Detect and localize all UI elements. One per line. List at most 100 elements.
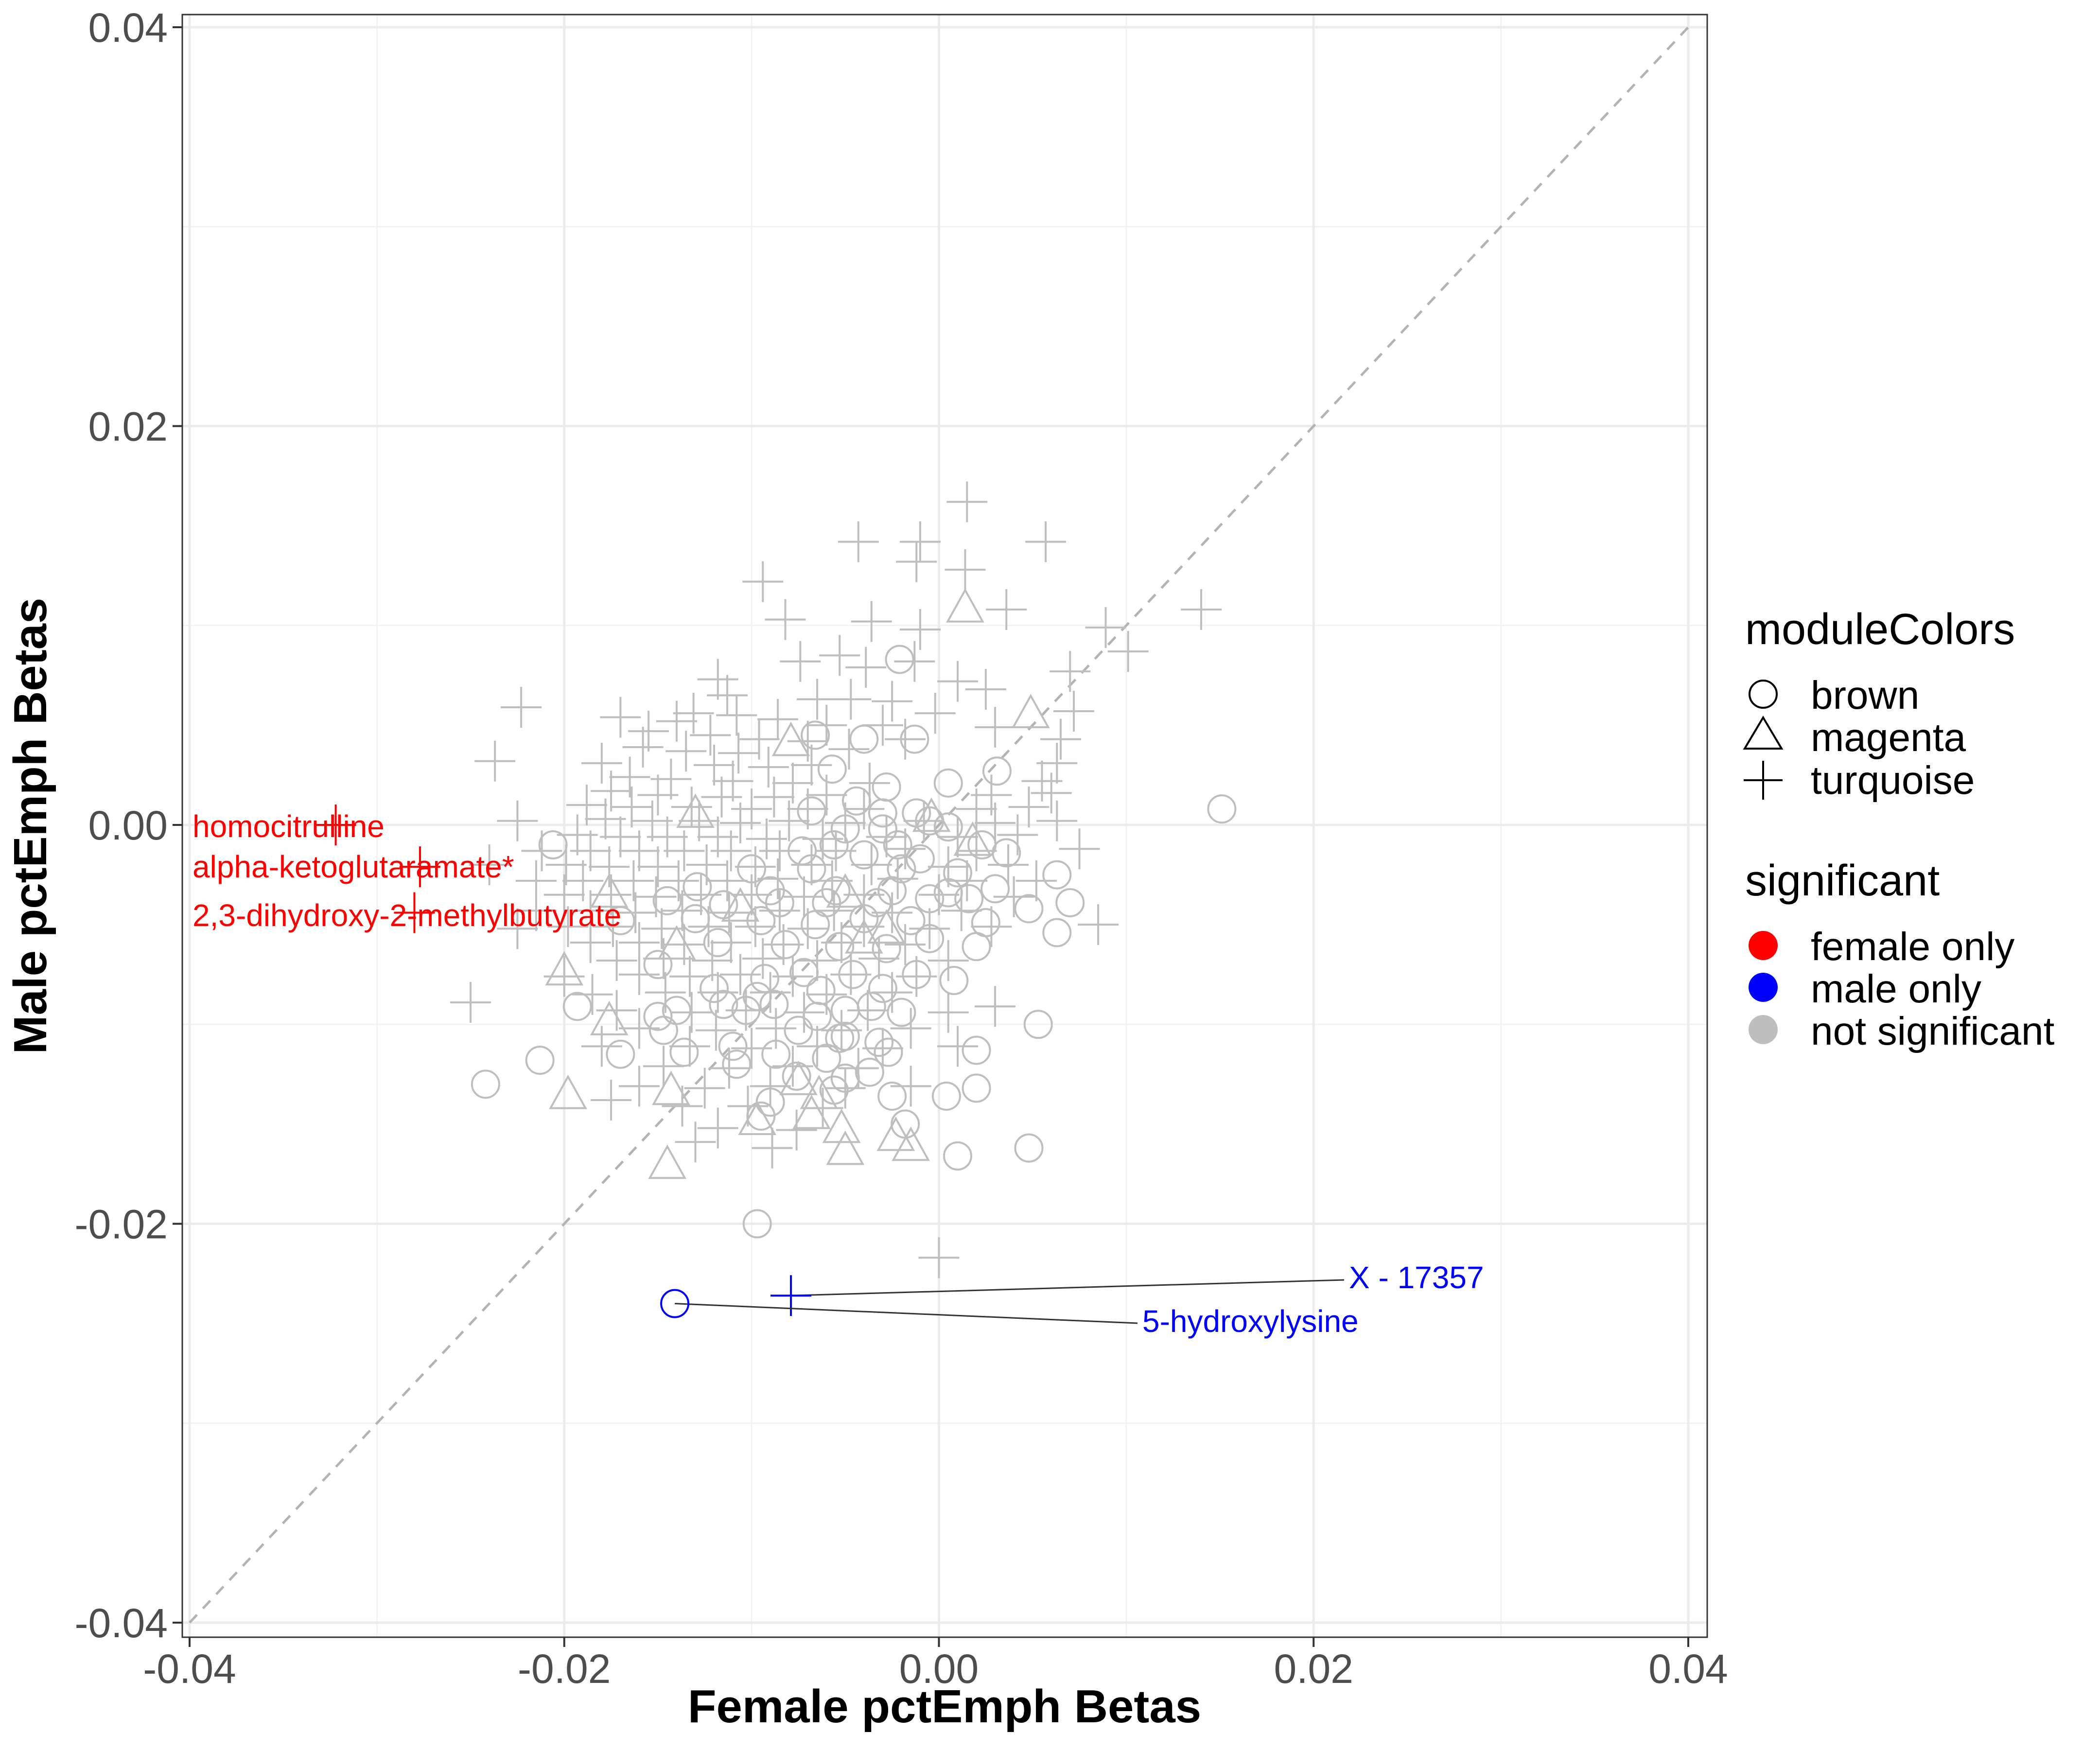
x-tick-label: 0.00 xyxy=(899,1646,979,1692)
point-brown xyxy=(525,1046,555,1075)
point-brown xyxy=(1014,1133,1044,1163)
point-turquoise xyxy=(675,1121,716,1163)
point-turquoise xyxy=(759,890,800,931)
point-turquoise xyxy=(669,956,710,997)
point-brown xyxy=(900,724,929,754)
y-tick-label: 0.02 xyxy=(88,404,168,450)
point-turquoise xyxy=(720,954,761,995)
point-brown xyxy=(905,844,935,874)
point-magenta xyxy=(779,1061,818,1095)
point-labeled-turquoise xyxy=(400,846,441,888)
point-turquoise xyxy=(738,718,780,760)
point-brown xyxy=(784,1015,813,1045)
point-labeled-brown xyxy=(660,1289,690,1318)
x-tick-label: -0.04 xyxy=(143,1646,236,1692)
point-turquoise xyxy=(772,956,813,997)
point-brown xyxy=(849,904,879,933)
point-turquoise xyxy=(637,846,679,888)
point-turquoise xyxy=(806,974,847,1015)
point-turquoise xyxy=(1040,718,1081,760)
legend-item-male-only: male only xyxy=(1749,967,1981,1011)
legend-dot-icon xyxy=(1749,931,1778,960)
x-tick-label: -0.02 xyxy=(518,1646,611,1692)
point-turquoise xyxy=(637,774,679,816)
point-turquoise xyxy=(600,697,641,738)
point-turquoise xyxy=(885,718,926,760)
point-brown xyxy=(788,836,817,866)
point-turquoise xyxy=(862,1028,903,1069)
point-brown xyxy=(643,1001,673,1031)
point-turquoise xyxy=(673,693,714,734)
point-brown xyxy=(1207,794,1237,824)
y-tick-label: 0.00 xyxy=(88,803,168,848)
point-brown xyxy=(1042,918,1072,947)
point-turquoise xyxy=(742,938,784,979)
point-turquoise xyxy=(474,740,516,782)
point-turquoise xyxy=(885,828,926,870)
point-turquoise xyxy=(988,844,1029,886)
point-label: X - 17357 xyxy=(1349,1260,1484,1295)
point-magenta xyxy=(826,873,865,908)
point-magenta xyxy=(545,951,584,986)
point-brown xyxy=(746,1101,776,1131)
point-turquoise xyxy=(731,1028,772,1069)
point-turquoise xyxy=(993,876,1034,917)
point-turquoise xyxy=(572,974,613,1015)
point-turquoise xyxy=(643,1046,684,1087)
point-magenta xyxy=(1011,694,1050,729)
point-turquoise xyxy=(851,601,892,642)
legend: moduleColors brown magenta turquoise sig… xyxy=(1743,605,2055,1053)
point-turquoise xyxy=(928,940,969,981)
point-brown xyxy=(982,756,1012,786)
point-brown xyxy=(830,814,860,844)
point-turquoise xyxy=(570,922,611,963)
point-brown xyxy=(954,884,984,913)
point-turquoise xyxy=(631,800,673,841)
point-brown xyxy=(931,1081,961,1111)
point-turquoise xyxy=(946,481,988,523)
point-turquoise xyxy=(806,704,847,746)
identity-line xyxy=(189,26,1689,1624)
point-turquoise xyxy=(1036,742,1078,784)
point-turquoise xyxy=(469,844,510,886)
point-magenta xyxy=(792,1094,831,1129)
point-turquoise xyxy=(899,609,941,650)
point-turquoise xyxy=(1053,691,1094,732)
legend-item-turquoise: turquoise xyxy=(1744,758,1975,803)
point-label: 5-hydroxylysine xyxy=(1142,1304,1359,1339)
point-turquoise xyxy=(697,1107,738,1149)
point-magenta xyxy=(590,873,629,908)
point-turquoise xyxy=(1050,651,1091,692)
legend-item-female-only: female only xyxy=(1749,925,2014,969)
point-brown xyxy=(742,1209,772,1239)
point-brown xyxy=(643,950,673,980)
point-turquoise xyxy=(635,876,677,917)
point-turquoise xyxy=(845,647,887,688)
point-brown xyxy=(731,996,761,1025)
point-brown xyxy=(797,796,826,826)
y-tick-label: 0.04 xyxy=(88,5,168,51)
point-turquoise xyxy=(753,776,795,818)
point-turquoise xyxy=(830,679,872,720)
point-turquoise xyxy=(872,681,913,722)
point-turquoise xyxy=(894,641,935,682)
point-turquoise xyxy=(708,1048,750,1089)
point-magenta xyxy=(822,1108,861,1143)
point-turquoise xyxy=(613,860,654,901)
point-brown xyxy=(883,830,912,860)
y-tick-label: -0.04 xyxy=(75,1600,168,1646)
y-tick-label: -0.02 xyxy=(75,1202,168,1247)
point-brown xyxy=(962,1035,991,1065)
point-brown xyxy=(817,754,847,784)
point-brown xyxy=(471,1069,500,1099)
point-turquoise xyxy=(664,830,705,872)
legend-dot-icon xyxy=(1749,973,1778,1002)
point-brown xyxy=(915,924,945,953)
point-magenta xyxy=(738,1101,777,1135)
point-turquoise xyxy=(497,908,538,949)
legend-item-label: male only xyxy=(1811,967,1981,1011)
point-brown xyxy=(887,854,916,884)
point-turquoise xyxy=(750,1066,791,1107)
point-turquoise xyxy=(903,800,945,841)
point-turquoise xyxy=(896,541,937,582)
